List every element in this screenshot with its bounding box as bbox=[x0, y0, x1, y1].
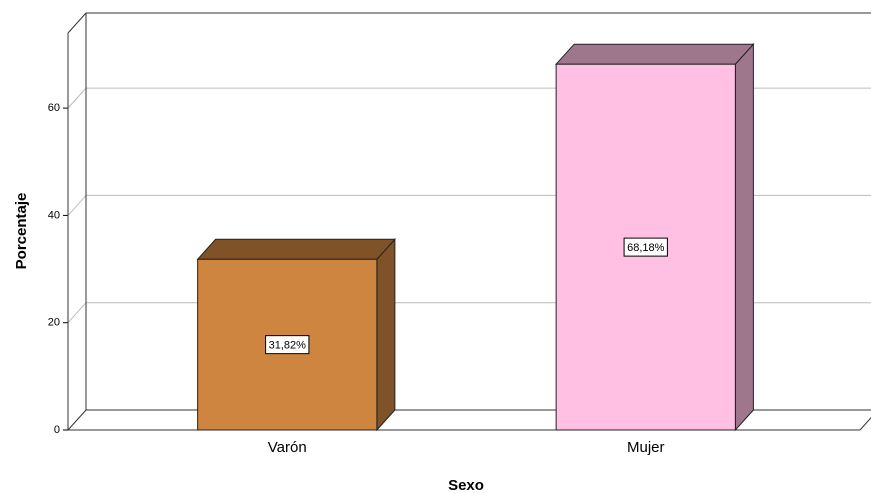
grid-line bbox=[67, 87, 87, 109]
grid-line bbox=[67, 195, 87, 216]
grid-line bbox=[67, 302, 87, 324]
value-label-box bbox=[623, 237, 668, 257]
x-axis-label: Sexo bbox=[448, 477, 484, 493]
left-top bbox=[67, 12, 87, 34]
y-tick-label: 0 bbox=[54, 424, 60, 436]
x-tick-label: Mujer bbox=[627, 439, 665, 456]
right-floor bbox=[859, 417, 871, 431]
bar-top bbox=[555, 43, 755, 65]
value-label: 68,18% bbox=[627, 242, 665, 254]
x-tick-label: Varón bbox=[268, 439, 307, 456]
value-label: 31,82% bbox=[269, 340, 307, 352]
y-tick-label: 20 bbox=[48, 317, 60, 329]
bar-side bbox=[734, 42, 754, 432]
bar-side bbox=[376, 237, 396, 432]
value-label-box bbox=[265, 335, 310, 355]
y-tick-label: 60 bbox=[48, 102, 60, 114]
y-axis-label: Porcentaje bbox=[13, 193, 30, 270]
bar-top bbox=[196, 238, 396, 260]
left-floor bbox=[67, 409, 87, 431]
y-tick-label: 40 bbox=[48, 209, 60, 221]
